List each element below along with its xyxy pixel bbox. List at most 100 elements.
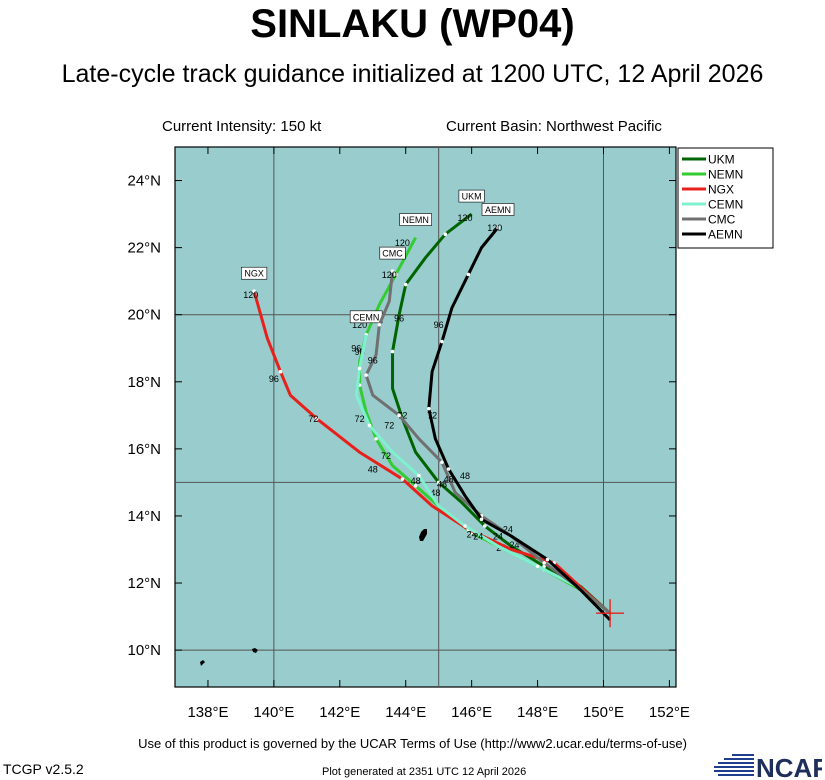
- forecast-hour-label: 24: [509, 540, 519, 550]
- forecast-hour-label: 24: [473, 531, 483, 541]
- ncar-logo: NCAR: [714, 753, 822, 780]
- track-end-label: UKM: [462, 192, 482, 202]
- forecast-hour-label: 96: [355, 347, 365, 357]
- forecast-hour-label: 72: [355, 414, 365, 424]
- generated-timestamp: Plot generated at 2351 UTC 12 April 2026: [322, 766, 527, 778]
- track-end-box: [241, 266, 268, 280]
- terms-of-use: Use of this product is governed by the U…: [138, 736, 687, 751]
- forecast-hour-label: 48: [444, 474, 454, 484]
- forecast-hour-label: 96: [351, 344, 361, 354]
- track-point: [426, 406, 431, 411]
- axis-ticks: 138°E 140°E 142°E 144°E 146°E 148°E 150°E 152°E…: [127, 147, 690, 721]
- forecast-hour-label: 48: [430, 488, 440, 498]
- ncar-logo-text: NCAR: [756, 753, 822, 780]
- track-point: [374, 437, 378, 441]
- track-point: [390, 269, 395, 273]
- legend-label-aemn: AEMN: [708, 228, 743, 242]
- track-point: [535, 564, 540, 569]
- track-point: [390, 349, 395, 354]
- track-end-label: AEMN: [485, 205, 511, 215]
- track-end-label: CEMN: [353, 312, 380, 322]
- forecast-hour-label: 48: [411, 476, 421, 486]
- forecast-hour-label: 24: [467, 530, 477, 540]
- track-point: [403, 282, 408, 287]
- legend-label-ukm: UKM: [708, 153, 735, 167]
- forecast-hour-label: 48: [437, 479, 447, 489]
- track-cmc: [364, 270, 612, 615]
- legend-label-nemn: NEMN: [708, 168, 743, 182]
- track-point: [436, 480, 441, 485]
- track-point: [394, 272, 398, 277]
- forecast-hour-label: 96: [394, 313, 404, 323]
- forecast-hour-label: 120: [382, 270, 397, 280]
- track-point: [357, 366, 362, 371]
- track-end-box: [481, 203, 515, 216]
- track-end-label: NGX: [244, 269, 264, 279]
- guidance-subtitle: Late-cycle track guidance initialized at…: [61, 60, 764, 88]
- forecast-hour-label: 120: [243, 290, 258, 300]
- x-tick-label: 150°E: [583, 704, 624, 721]
- x-tick-label: 146°E: [451, 704, 492, 721]
- forecast-hour-label: 48: [460, 471, 470, 481]
- track-end-box: [399, 213, 432, 226]
- track-point: [545, 557, 550, 562]
- version-label: TCGP v2.5.2: [3, 761, 84, 777]
- track-end-box: [458, 189, 485, 203]
- forecast-hour-label: 72: [381, 451, 391, 461]
- track-point: [542, 561, 546, 565]
- forecast-hour-label: 96: [269, 374, 279, 384]
- forecast-hour-label: 96: [434, 320, 444, 330]
- y-tick-label: 14°N: [127, 508, 161, 525]
- forecast-hour-label: 120: [487, 223, 502, 233]
- track-cemn: [354, 334, 612, 615]
- current-basin: Current Basin: Northwest Pacific: [446, 118, 662, 135]
- current-position-marker: [596, 599, 625, 628]
- track-point: [479, 517, 484, 522]
- forecast-hour-label: 72: [384, 421, 394, 431]
- y-tick-label: 16°N: [127, 441, 161, 458]
- track-point: [397, 413, 401, 418]
- legend-label-cmc: CMC: [708, 213, 736, 227]
- y-tick-label: 22°N: [127, 240, 161, 257]
- y-tick-label: 24°N: [127, 173, 161, 190]
- y-tick-label: 20°N: [127, 307, 161, 324]
- track-point: [413, 483, 418, 488]
- forecast-hour-label: 120: [458, 213, 473, 223]
- track-point: [483, 524, 487, 528]
- forecast-hour-label: 120: [395, 238, 410, 248]
- track-point: [417, 473, 421, 478]
- track-point: [400, 477, 405, 481]
- forecast-tracks: 24487296120UKM24487296120NEMN24487296120…: [241, 189, 612, 621]
- track-point: [367, 423, 372, 428]
- forecast-hour-label: 72: [397, 411, 407, 421]
- x-tick-label: 138°E: [187, 704, 228, 721]
- storm-title: SINLAKU (WP04): [250, 2, 575, 46]
- track-point: [496, 225, 500, 230]
- track-point: [278, 369, 283, 374]
- x-tick-label: 142°E: [319, 704, 360, 721]
- legend-label-ngx: NGX: [708, 183, 734, 197]
- y-tick-label: 10°N: [127, 642, 161, 659]
- forecast-hour-label: 72: [427, 411, 437, 421]
- guam-island: [419, 529, 427, 541]
- y-tick-label: 18°N: [127, 374, 161, 391]
- legend-label-cemn: CEMN: [708, 198, 743, 212]
- track-point: [314, 416, 319, 421]
- forecast-hour-label: 120: [352, 320, 367, 330]
- track-point: [443, 232, 448, 237]
- forecast-hour-label: 72: [308, 414, 318, 424]
- x-tick-label: 152°E: [649, 704, 690, 721]
- track-end-label: CMC: [382, 249, 403, 259]
- y-tick-label: 12°N: [127, 575, 161, 592]
- track-point: [466, 272, 471, 277]
- current-intensity: Current Intensity: 150 kt: [162, 118, 322, 135]
- track-point: [377, 322, 382, 327]
- track-point: [446, 467, 451, 471]
- x-tick-label: 144°E: [385, 704, 426, 721]
- x-tick-label: 140°E: [253, 704, 294, 721]
- grid-lines: [175, 147, 676, 687]
- forecast-hour-label: 96: [368, 355, 378, 365]
- ncar-logo-swoosh: [714, 754, 754, 776]
